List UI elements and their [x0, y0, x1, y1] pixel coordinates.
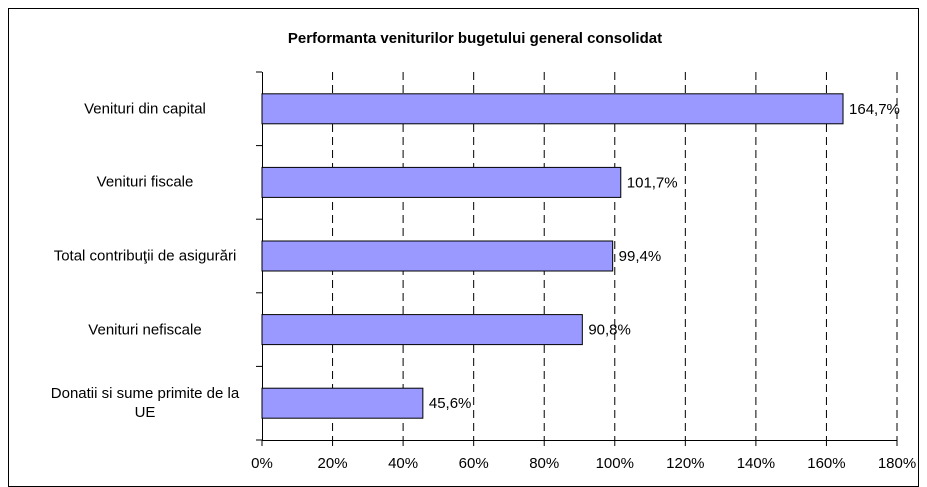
- x-tick-label: 40%: [388, 455, 418, 472]
- x-tick-label: 80%: [529, 455, 559, 472]
- x-tick-label: 100%: [596, 455, 634, 472]
- x-tick-label: 0%: [251, 455, 273, 472]
- data-label: 99,4%: [619, 248, 662, 265]
- data-label: 90,8%: [588, 322, 631, 339]
- data-label: 45,6%: [429, 395, 472, 412]
- bar: [261, 387, 424, 419]
- y-tick-label: Venituri din capital: [84, 100, 206, 118]
- bar: [261, 93, 844, 125]
- x-tick-label: 160%: [807, 455, 845, 472]
- data-label: 164,7%: [849, 101, 900, 118]
- bar: [261, 314, 583, 346]
- x-tick-label: 140%: [737, 455, 775, 472]
- x-tick-label: 120%: [666, 455, 704, 472]
- y-tick-label: Venituri nefiscale: [88, 321, 202, 339]
- bar: [261, 240, 614, 272]
- data-label: 101,7%: [627, 174, 678, 191]
- y-tick-label: Donatii si sume primite de la UE: [50, 385, 240, 422]
- x-tick-label: 60%: [459, 455, 489, 472]
- x-tick-label: 20%: [318, 455, 348, 472]
- bar: [261, 166, 622, 198]
- chart-title: Performanta veniturilor bugetului genera…: [288, 30, 662, 47]
- y-tick-label: Total contribuţii de asigurări: [53, 247, 237, 265]
- x-tick-label: 180%: [878, 455, 916, 472]
- y-tick-label: Venituri fiscale: [96, 173, 194, 191]
